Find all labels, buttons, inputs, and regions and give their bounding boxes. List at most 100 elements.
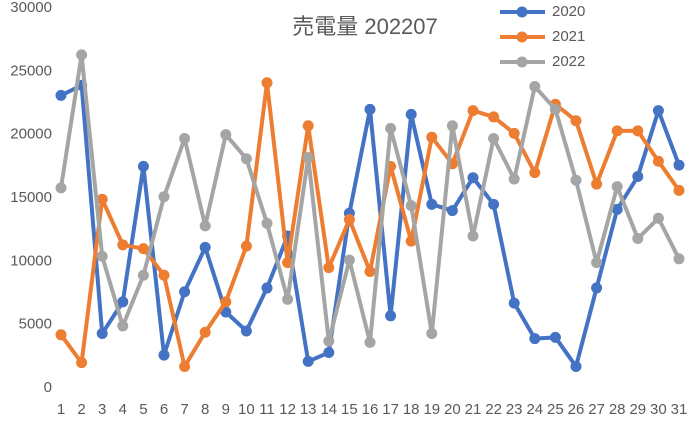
data-point: [179, 132, 191, 144]
x-tick-label: 8: [201, 401, 209, 418]
y-tick-label: 0: [44, 379, 52, 396]
data-point: [549, 103, 561, 115]
y-tick-label: 25000: [10, 62, 52, 79]
x-tick-label: 4: [119, 401, 127, 418]
data-point: [117, 296, 129, 308]
data-point: [137, 243, 149, 255]
data-point: [240, 153, 252, 165]
data-point: [343, 214, 355, 226]
data-point: [55, 329, 67, 341]
x-tick-label: 6: [160, 401, 168, 418]
data-point: [55, 182, 67, 194]
x-tick-label: 25: [547, 401, 564, 418]
data-point: [55, 89, 67, 101]
data-point: [508, 297, 520, 309]
data-point: [343, 254, 355, 266]
x-tick-label: 7: [180, 401, 188, 418]
data-point: [240, 325, 252, 337]
data-point: [488, 198, 500, 210]
data-point: [591, 257, 603, 269]
data-point: [591, 178, 603, 190]
data-point: [652, 155, 664, 167]
data-point: [549, 331, 561, 343]
x-tick-label: 29: [629, 401, 646, 418]
data-point: [158, 269, 170, 281]
data-point: [652, 105, 664, 117]
y-tick-label: 5000: [19, 316, 52, 333]
data-point: [611, 203, 623, 215]
y-tick-label: 30000: [10, 0, 52, 16]
x-tick-label: 19: [423, 401, 440, 418]
data-point: [220, 129, 232, 141]
data-point: [467, 105, 479, 117]
x-tick-label: 21: [465, 401, 482, 418]
data-point: [323, 262, 335, 274]
data-point: [529, 167, 541, 179]
legend-marker: [516, 6, 528, 18]
legend-label: 2021: [552, 28, 585, 45]
data-point: [426, 328, 438, 340]
data-point: [179, 360, 191, 372]
x-tick-label: 30: [650, 401, 667, 418]
data-point: [632, 170, 644, 182]
data-point: [364, 103, 376, 115]
data-point: [117, 320, 129, 332]
data-point: [364, 336, 376, 348]
x-tick-label: 23: [506, 401, 523, 418]
x-tick-label: 18: [403, 401, 420, 418]
data-point: [96, 328, 108, 340]
data-point: [488, 132, 500, 144]
x-tick-label: 15: [341, 401, 358, 418]
x-tick-label: 16: [362, 401, 379, 418]
x-tick-label: 5: [139, 401, 147, 418]
y-tick-label: 10000: [10, 252, 52, 269]
legend-marker: [516, 56, 528, 68]
data-point: [261, 282, 273, 294]
x-tick-label: 12: [279, 401, 296, 418]
data-point: [117, 239, 129, 251]
data-point: [508, 173, 520, 185]
data-point: [673, 253, 685, 265]
data-point: [76, 49, 88, 61]
x-tick-label: 22: [485, 401, 502, 418]
data-point: [261, 217, 273, 229]
legend-marker: [516, 31, 528, 43]
data-point: [302, 355, 314, 367]
data-point: [199, 241, 211, 253]
data-point: [529, 81, 541, 93]
data-point: [96, 193, 108, 205]
data-point: [426, 131, 438, 143]
data-point: [385, 310, 397, 322]
y-tick-label: 20000: [10, 126, 52, 143]
data-point: [323, 347, 335, 359]
y-tick-label: 15000: [10, 189, 52, 206]
data-point: [611, 181, 623, 193]
x-tick-label: 24: [526, 401, 543, 418]
x-tick-label: 13: [300, 401, 317, 418]
data-point: [632, 125, 644, 137]
data-point: [570, 360, 582, 372]
x-tick-label: 14: [320, 401, 337, 418]
x-tick-label: 1: [57, 401, 65, 418]
data-point: [405, 200, 417, 212]
data-point: [137, 269, 149, 281]
data-point: [652, 212, 664, 224]
data-point: [405, 235, 417, 247]
x-tick-label: 27: [588, 401, 605, 418]
data-point: [591, 282, 603, 294]
data-point: [179, 286, 191, 298]
data-point: [199, 326, 211, 338]
data-point: [488, 111, 500, 123]
x-tick-label: 28: [609, 401, 626, 418]
data-point: [282, 257, 294, 269]
x-tick-label: 2: [77, 401, 85, 418]
data-point: [508, 127, 520, 139]
data-point: [446, 120, 458, 132]
x-tick-label: 10: [238, 401, 255, 418]
data-point: [673, 184, 685, 196]
data-point: [611, 125, 623, 137]
data-point: [529, 333, 541, 345]
data-point: [405, 108, 417, 120]
data-point: [137, 160, 149, 172]
